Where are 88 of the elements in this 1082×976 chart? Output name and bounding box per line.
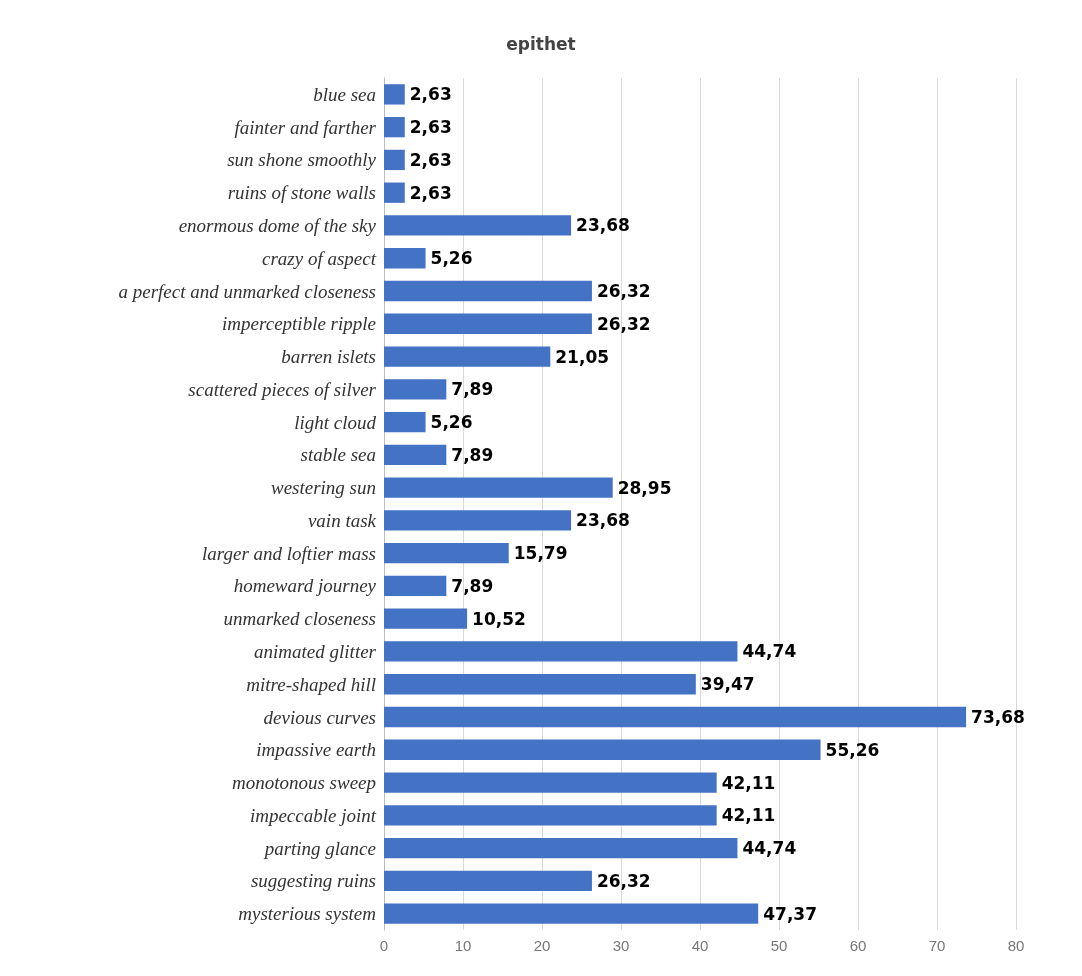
data-label: 2,63 [409,182,452,203]
x-tick-label: 70 [928,937,946,954]
data-label: 23,68 [576,510,630,531]
data-label: 7,89 [451,444,494,465]
y-tick-label: suggesting ruins [250,870,376,892]
data-label: 26,32 [596,870,651,891]
data-label: 7,89 [451,379,494,400]
x-tick-label: 80 [1007,937,1025,954]
x-tick-label: 30 [612,937,630,954]
y-tick-label: stable sea [300,444,376,466]
y-tick-label: a perfect and unmarked closeness [118,280,376,302]
bar [384,543,509,564]
y-tick-label: ruins of stone walls [227,182,376,204]
bar [384,575,447,597]
data-label: 39,47 [700,674,755,695]
chart-title: epithet [506,33,576,54]
x-tick-label: 60 [849,937,867,954]
y-tick-label: blue sea [313,83,376,105]
bar [384,674,696,695]
data-label: 2,63 [409,149,452,170]
bar [384,313,592,334]
x-tick-label: 0 [379,937,389,954]
data-label: 44,74 [742,641,797,662]
y-tick-label: animated glitter [254,640,377,662]
bar [384,510,572,531]
data-label: 42,11 [721,772,776,793]
data-label: 15,79 [513,543,568,564]
bar [384,84,405,105]
y-tick-label: larger and loftier mass [202,542,376,564]
y-tick-label: impeccable joint [249,804,377,826]
data-label: 23,68 [576,215,630,236]
y-tick-label: scattered pieces of silver [188,378,377,400]
bar [384,772,717,793]
y-tick-label: westering sun [270,477,376,499]
bar [384,411,426,433]
bar [384,215,572,236]
bar [384,477,613,498]
x-tick-label: 40 [691,937,709,954]
bar [384,706,967,728]
bar [384,346,551,367]
bar [384,903,759,924]
bar [384,248,426,269]
data-label: 5,26 [430,412,473,433]
y-tick-label: parting glance [262,837,376,859]
y-tick-label: vain task [307,509,377,531]
bar [384,280,592,302]
bar [384,837,738,859]
y-tick-label: barren islets [281,346,376,368]
bar [384,379,447,400]
data-label: 28,95 [617,477,672,498]
bar [384,182,405,203]
data-label: 21,05 [555,346,610,367]
data-label: 26,32 [596,313,651,334]
x-tick-label: 20 [533,937,551,954]
data-label: 10,52 [472,608,526,629]
y-tick-label: light cloud [294,411,377,433]
bar [384,608,468,629]
y-tick-label: mitre-shaped hill [246,673,376,695]
data-label: 2,63 [409,84,452,105]
y-tick-label: monotonous sweep [231,772,376,794]
x-tick-label: 50 [770,937,788,954]
bar [384,870,592,891]
x-tick-label: 10 [454,937,472,954]
bar [384,805,717,826]
data-label: 55,26 [825,739,880,760]
bar [384,444,447,465]
y-tick-label: unmarked closeness [223,608,376,630]
data-label: 47,37 [763,903,817,924]
y-tick-label: imperceptible ripple [222,313,376,335]
y-tick-label: fainter and farther [234,116,377,138]
data-label: 73,68 [971,707,1025,727]
data-label: 7,89 [451,575,494,596]
data-label: 42,11 [721,805,776,826]
data-label: 44,74 [742,838,797,859]
y-tick-label: crazy of aspect [262,247,377,269]
y-tick-label: homeward journey [233,575,377,597]
y-tick-label: enormous dome of the sky [178,214,377,236]
data-label: 5,26 [430,248,473,269]
y-tick-label: devious curves [263,706,376,728]
y-tick-label: impassive earth [256,739,376,761]
data-label: 26,32 [596,281,651,301]
data-label: 2,63 [409,117,452,138]
y-tick-label: mysterious system [238,903,376,925]
bar [384,117,405,138]
y-tick-label: sun shone smoothly [227,149,377,171]
bar [384,149,405,171]
bar [384,641,738,662]
bar [384,739,821,760]
